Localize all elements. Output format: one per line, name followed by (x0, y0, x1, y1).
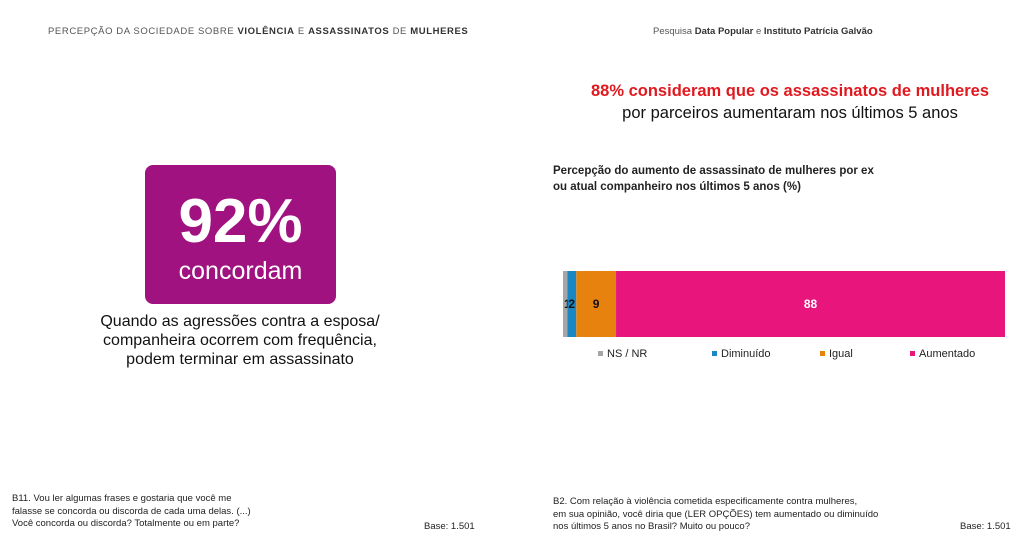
header-bold-text: MULHERES (410, 26, 469, 37)
base-count: Base: 1.501 (424, 521, 475, 532)
note-line: nos últimos 5 anos no Brasil? Muito ou p… (553, 521, 750, 532)
data-label-2: 9 (593, 297, 600, 311)
question-note: B2. Com relação à violência cometida esp… (553, 496, 878, 534)
question-note: B11. Vou ler algumas frases e gostaria q… (12, 493, 251, 531)
legend-swatch-2 (820, 351, 825, 356)
base-count: Base: 1.501 (960, 521, 1011, 532)
bar-segment-3 (616, 271, 1005, 337)
header-bold-text: VIOLÊNCIA (237, 26, 295, 37)
headline: 88% consideram que os assassinatos de mu… (540, 80, 1024, 124)
left-page-header: PERCEPÇÃO DA SOCIEDADE SOBRE VIOLÊNCIA E… (48, 26, 468, 37)
right-page-header: Pesquisa Data Popular e Instituto Patríc… (653, 26, 873, 37)
statement-line: companheira ocorrem com frequência, (103, 332, 377, 349)
note-line: B2. Com relação à violência cometida esp… (553, 496, 858, 507)
badge-label: concordam (178, 257, 303, 285)
statement-line: Quando as agressões contra a esposa/ (100, 313, 380, 330)
bar-segment-1 (567, 271, 577, 337)
header-bold-text: Instituto Patrícia Galvão (763, 26, 873, 37)
note-line: falasse se concorda ou discorda de cada … (12, 505, 251, 517)
statement-line: podem terminar em assassinato (126, 351, 354, 368)
chart-title-line: ou atual companheiro nos últimos 5 anos … (553, 181, 801, 193)
header-bold-text: Data Popular (694, 26, 754, 37)
percent-badge: 92% concordam (145, 165, 336, 304)
note-line: em sua opinião, você diria que (LER OPÇÕ… (553, 508, 879, 520)
bar-segment-0 (563, 271, 568, 337)
header-text: PERCEPÇÃO DA SOCIEDADE SOBRE (48, 26, 238, 37)
data-label-3: 88 (804, 297, 818, 311)
statement-text: Quando as agressões contra a esposa/ com… (80, 312, 400, 369)
legend-swatch-3 (910, 351, 915, 356)
legend-label-1: Diminuído (721, 348, 771, 360)
data-label-1: 2 (568, 297, 575, 311)
header-text: e (753, 26, 764, 37)
note-line: B11. Vou ler algumas frases e gostaria q… (12, 493, 232, 504)
legend-label-0: NS / NR (607, 348, 647, 360)
chart-title: Percepção do aumento de assassinato de m… (553, 163, 874, 195)
bar-segment-2 (576, 271, 617, 337)
header-text: Pesquisa (653, 26, 695, 37)
header-bold-text: ASSASSINATOS (308, 26, 390, 37)
legend-swatch-0 (598, 351, 603, 356)
badge-percent: 92% (178, 187, 303, 256)
legend-label-2: Igual (829, 348, 853, 360)
header-text: E (294, 26, 309, 37)
legend-label-3: Aumentado (919, 348, 975, 360)
headline-rest: por parceiros aumentaram nos últimos 5 a… (622, 104, 958, 122)
legend-swatch-1 (712, 351, 717, 356)
chart-title-line: Percepção do aumento de assassinato de m… (553, 165, 874, 177)
header-text: DE (389, 26, 411, 37)
headline-highlight: 88% consideram que os assassinatos de mu… (590, 82, 989, 100)
note-line: Você concorda ou discorda? Totalmente ou… (12, 518, 240, 529)
